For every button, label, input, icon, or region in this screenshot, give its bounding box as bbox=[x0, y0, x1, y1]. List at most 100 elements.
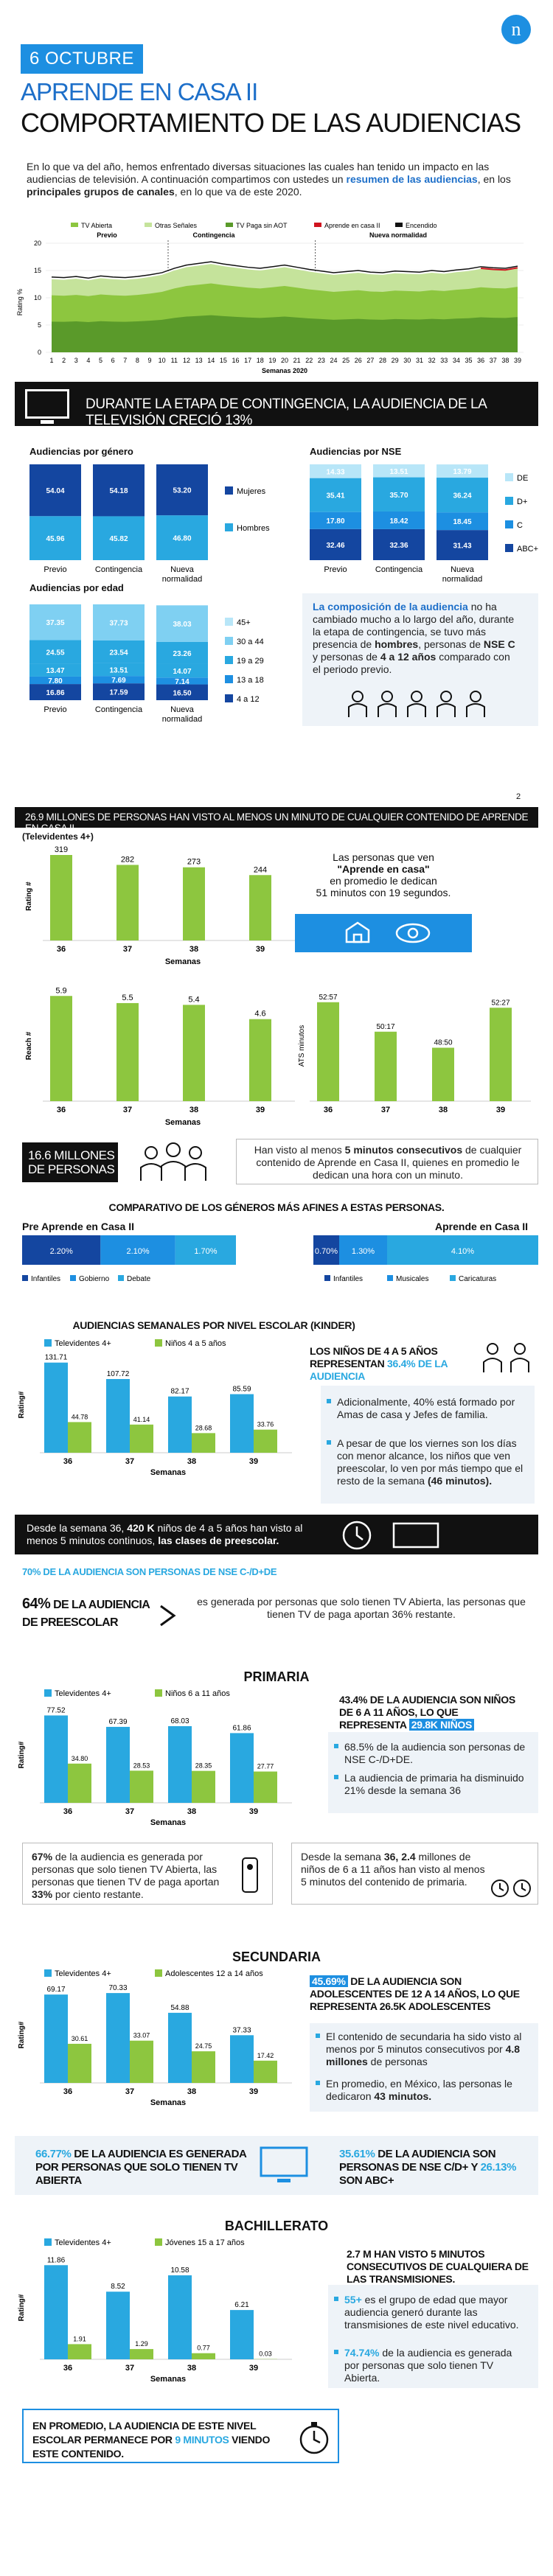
bar-kids bbox=[68, 1422, 91, 1453]
genre-value-label: 1.30% bbox=[352, 1247, 375, 1256]
category-label: Previo bbox=[324, 565, 347, 574]
xtick: 7 bbox=[123, 357, 127, 364]
secundaria-bullet2: En promedio, en México, las personas le … bbox=[326, 2078, 512, 2102]
segment-label: 23.54 bbox=[109, 649, 128, 657]
stacked-segment bbox=[29, 604, 81, 640]
xtick: 26 bbox=[355, 357, 362, 364]
xtick: 35 bbox=[465, 357, 472, 364]
segment-label: 36.24 bbox=[453, 492, 471, 500]
segment-label: 54.04 bbox=[46, 487, 64, 495]
bar-value-label: 131.71 bbox=[45, 1354, 68, 1362]
category-label: 36 bbox=[63, 1807, 72, 1816]
legend-swatch bbox=[155, 1969, 162, 1977]
bach-side-title: 2.7 M HAN VISTO 5 MINUTOS CONSECUTIVOS D… bbox=[347, 2248, 529, 2285]
x-axis-label: Semanas 2020 bbox=[262, 367, 307, 374]
segment-label: 16.50 bbox=[173, 689, 191, 697]
xtick: 39 bbox=[514, 357, 521, 364]
period-label: Previo bbox=[97, 231, 117, 239]
bar-kids bbox=[192, 1433, 215, 1453]
clock-icon bbox=[342, 1521, 372, 1550]
legend-swatch bbox=[225, 694, 233, 702]
segment-label: 17.80 bbox=[326, 517, 344, 526]
secundaria-title: SECUNDARIA bbox=[232, 1950, 321, 1964]
legend-label: TV Paga sin AOT bbox=[236, 222, 288, 229]
bar-tv bbox=[44, 1994, 68, 2083]
stacked-segment bbox=[310, 512, 361, 529]
genre-value-label: 4.10% bbox=[451, 1247, 474, 1256]
xtick: 2 bbox=[62, 357, 66, 364]
stacked-segment bbox=[93, 516, 145, 560]
genre-segment bbox=[387, 1235, 538, 1265]
secundaria-bullets: El contenido de secundaria ha sido visto… bbox=[310, 2023, 538, 2112]
genre-value-label: 1.70% bbox=[194, 1247, 217, 1256]
primaria-title: PRIMARIA bbox=[243, 1669, 310, 1684]
segment-label: 23.26 bbox=[173, 650, 191, 658]
category-label: 37 bbox=[125, 1807, 134, 1816]
stacked-segment bbox=[310, 528, 361, 560]
bar-tv bbox=[230, 1394, 254, 1453]
segment-label: 13.51 bbox=[389, 468, 408, 476]
legend-swatch bbox=[155, 1689, 162, 1697]
legend-label: Infantiles bbox=[333, 1275, 363, 1283]
segment-label: 54.18 bbox=[109, 487, 128, 495]
segment-label: 45.82 bbox=[109, 535, 128, 543]
legend-label: Mujeres bbox=[237, 487, 266, 496]
legend-swatch bbox=[314, 223, 321, 227]
bar bbox=[432, 1047, 454, 1101]
stacked-segment bbox=[373, 511, 425, 529]
category-label: 37 bbox=[125, 2087, 134, 2096]
category-label: 36 bbox=[57, 945, 66, 954]
category-label: 38 bbox=[187, 1807, 196, 1816]
nielsen-logo: n bbox=[501, 15, 531, 44]
title-sub: COMPORTAMIENTO DE LAS AUDIENCIAS bbox=[21, 108, 521, 138]
genre-segment bbox=[175, 1235, 236, 1265]
kinder-64-text: es generada por personas que solo tienen… bbox=[197, 1596, 526, 1620]
stacked-segment bbox=[93, 676, 145, 684]
stacked-segment bbox=[373, 528, 425, 560]
secundaria-right: 35.61% DE LA AUDIENCIA SON PERSONAS DE N… bbox=[339, 2148, 517, 2187]
xtick: 38 bbox=[501, 357, 509, 364]
category-label: Contingencia bbox=[95, 565, 143, 574]
segment-label: 13.47 bbox=[46, 667, 64, 675]
area-chart: TV Abierta Otras Señales TV Paga sin AOT Ap… bbox=[15, 221, 538, 376]
bar-tv bbox=[168, 2275, 192, 2359]
category-label: 39 bbox=[249, 2364, 258, 2373]
line-encendido bbox=[51, 261, 518, 279]
kinder-bullet2: A pesar de que los viernes son los días … bbox=[337, 1437, 524, 1487]
bar-kids bbox=[68, 1763, 91, 1803]
legend-label: TV Abierta bbox=[81, 222, 112, 229]
xtick: 34 bbox=[453, 357, 460, 364]
kinder-bullets: Adicionalmente, 40% está formado por Ama… bbox=[321, 1386, 535, 1504]
legend-swatch bbox=[145, 223, 152, 227]
xtick: 17 bbox=[244, 357, 251, 364]
segment-label: 35.41 bbox=[326, 492, 344, 500]
legend-label: Televidentes 4+ bbox=[55, 1689, 111, 1698]
chevron-right-icon bbox=[160, 1605, 176, 1627]
category-label: Nueva bbox=[170, 565, 195, 574]
bar bbox=[317, 1002, 339, 1101]
legend-swatch bbox=[505, 497, 513, 505]
stacked-segment bbox=[93, 464, 145, 517]
eye-icon bbox=[395, 923, 431, 943]
generos-right-title: Aprende en Casa II bbox=[435, 1221, 529, 1232]
segment-label: 38.03 bbox=[173, 621, 191, 629]
stacked-segment bbox=[310, 464, 361, 478]
xtick: 32 bbox=[428, 357, 436, 364]
ytick: 20 bbox=[34, 240, 41, 247]
legend-swatch bbox=[505, 544, 513, 552]
primaria-bullet1: 68.5% de la audiencia son personas de NS… bbox=[344, 1741, 526, 1765]
dedican-icons bbox=[295, 914, 472, 952]
bar-value-label: 1.29 bbox=[135, 2340, 148, 2348]
category-label: Contingencia bbox=[95, 705, 143, 714]
xtick: 6 bbox=[111, 357, 115, 364]
stacked-segment bbox=[373, 477, 425, 512]
stacked-segment bbox=[437, 464, 488, 478]
segment-label: 16.86 bbox=[46, 689, 64, 697]
y-axis-label: Rating % bbox=[16, 289, 24, 316]
bar-value-label: 24.75 bbox=[195, 2042, 212, 2050]
bar bbox=[490, 1008, 512, 1101]
stacked-segment bbox=[156, 515, 208, 560]
bar-value-label: 50:17 bbox=[376, 1023, 394, 1031]
house-icon bbox=[345, 921, 370, 943]
category-label: normalidad bbox=[162, 575, 202, 584]
